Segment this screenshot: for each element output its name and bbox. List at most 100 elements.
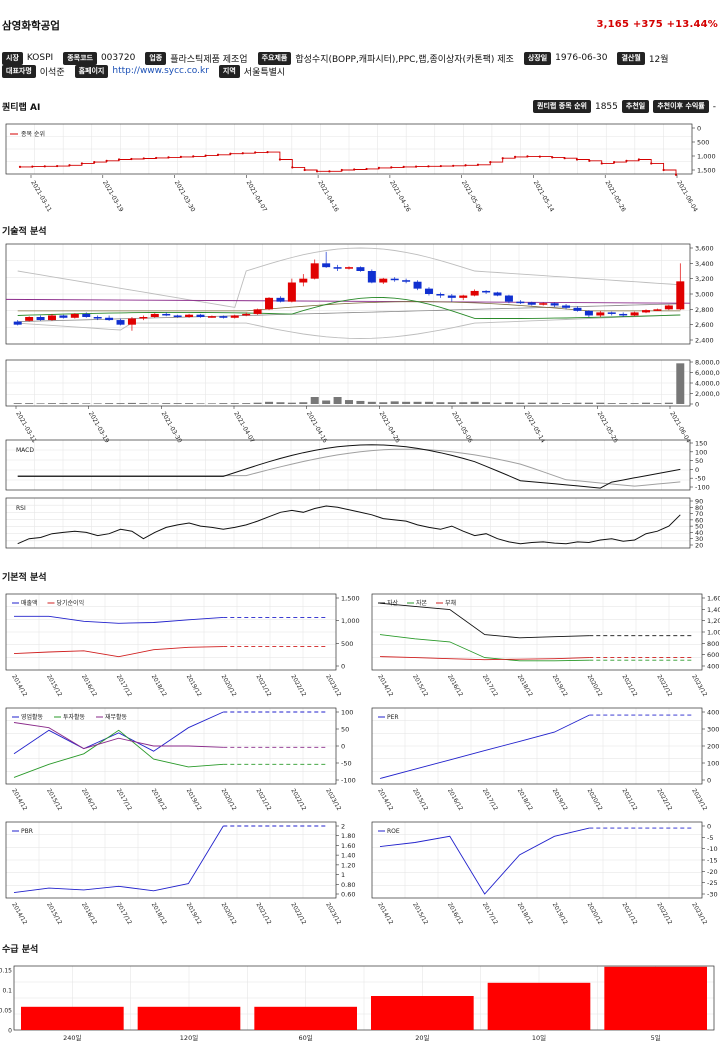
per-year-label: 2021/12 [620,788,637,812]
price-change: +375 [632,19,663,30]
candle-body [390,278,399,281]
rank-point [192,155,195,158]
industry-tag: 업종 [145,51,167,65]
rank-point [674,173,678,176]
rank-point [476,163,480,166]
bollinger-upper [17,247,681,308]
per-year-label: 2020/12 [586,788,603,812]
pbr-year-label: 2015/12 [45,902,62,926]
macd-tick-label: -50 [695,475,706,483]
candle-body [345,267,353,269]
rank-point [613,161,616,164]
rank-point [353,168,356,171]
volume-bar [367,401,376,404]
pbr-year-label: 2016/12 [80,902,97,926]
volume-bar [470,401,479,404]
per-year-label: 2018/12 [516,788,533,812]
balance-series-line [379,602,590,639]
rsi-tick-label: 60 [695,516,703,524]
volume-tick-label: 0 [695,401,699,409]
volume-bar [310,397,319,404]
sales-tick-label: 0 [341,663,345,671]
balance-year-label: 2014/12 [376,674,393,698]
volume-bar [150,403,159,404]
chart-frame [5,821,337,899]
volume-bar [59,403,68,404]
candle-body [287,282,296,302]
roe-year-label: 2016/12 [446,902,463,926]
candle-body [265,297,274,310]
candle-body [59,315,68,318]
rank-point [56,164,59,168]
market-value: KOSPI [26,53,54,63]
sales-year-label: 2020/12 [220,674,237,698]
balance-series-line [379,634,590,662]
homepage-link[interactable]: http://www.sycc.co.kr [112,66,209,76]
rank-point [204,154,207,157]
balance-legend-label: 자본 [416,599,428,607]
volume-bar [13,403,22,404]
rank-point [575,158,579,161]
supply-bar [254,1006,357,1030]
supply-bar [604,966,707,1030]
x-tick-label: 2021-06-04 [668,411,692,445]
candle-body [527,302,536,305]
rank-point [18,165,22,168]
listed-value: 1976-06-30 [555,53,608,63]
x-tick-label: 2021-03-30 [173,180,197,214]
per-tick-label: 0 [707,777,711,785]
volume-bar [527,402,536,404]
per-year-label: 2015/12 [411,788,428,812]
x-tick-label: 2021-03-19 [87,411,111,445]
pbr-year-label: 2018/12 [150,902,167,926]
candle-body [642,310,651,313]
rank-point [588,159,591,162]
rank-point [390,166,393,169]
sales-tick-label: 1,000 [341,617,360,625]
candle-body [242,313,251,316]
rank-point [513,155,517,158]
sales-year-label: 2021/12 [254,674,271,698]
roe-tick-label: -15 [707,857,718,865]
volume-bar [424,401,433,404]
rank-point [365,167,368,171]
per-tick-label: 100 [707,760,719,768]
balance-legend-label: 자산 [387,599,399,607]
current-price: 3,165 [596,19,630,30]
rsi-tick-label: 40 [695,529,703,537]
cashflow-series-line [13,729,224,778]
volume-bar [253,402,262,404]
candle-body [253,309,262,314]
price-change-pct: +13.44% [666,19,718,30]
rank-point [600,162,603,165]
pbr-year-label: 2020/12 [220,902,237,926]
balance-year-label: 2018/12 [516,674,533,698]
x-tick-label: 2021-04-26 [388,180,412,214]
fiscal-value: 12월 [648,54,669,65]
quant-summary: 퀀티랩 종목 순위 1855 추천일 추천이후 수익률 - [533,100,716,113]
volume-bar [36,403,45,404]
fiscal-tag: 결산월 [617,51,645,65]
cashflow-year-label: 2023/12 [324,788,341,812]
candle-body [402,280,411,282]
rank-point [278,158,282,161]
rank-point [377,166,381,169]
candle-body [573,307,582,311]
cashflow-year-label: 2017/12 [115,788,132,812]
cashflow-tick-label: 50 [341,726,349,734]
roe-year-label: 2021/12 [620,902,637,926]
rsi-tick-label: 30 [695,535,703,543]
volume-bar [356,400,365,404]
rank-tag: 퀀티랩 종목 순위 [533,100,591,113]
rank-point [340,168,343,172]
x-tick-label: 2021-05-26 [603,180,627,214]
candle-body [196,314,205,317]
pbr-year-label: 2022/12 [289,902,306,926]
candle-body [207,316,216,318]
balance-year-label: 2022/12 [655,674,672,698]
x-tick-label: 2021-05-06 [450,411,474,445]
chart-frame [5,497,691,549]
volume-bar [550,402,559,404]
supply-tick-label: 0.05 [0,1008,12,1015]
candle-body [459,295,468,298]
